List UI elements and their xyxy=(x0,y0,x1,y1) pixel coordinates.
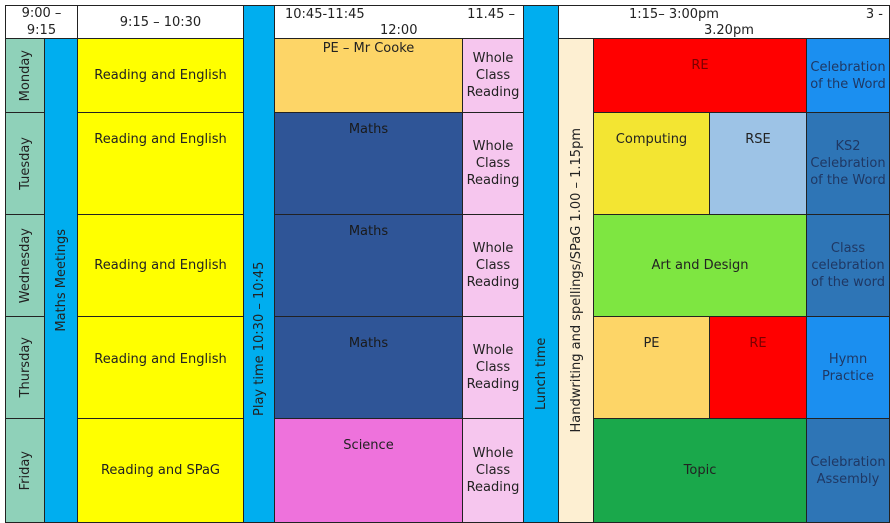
lesson-wed-reading: Reading and English xyxy=(77,214,244,317)
lesson-thu-pe: PE xyxy=(593,316,710,419)
header-3-label: 3 - xyxy=(865,7,883,22)
header-320-label: 3.20pm xyxy=(704,23,754,38)
lesson-wed-art: Art and Design xyxy=(593,214,807,317)
lesson-mon-re: RE xyxy=(593,38,807,113)
lesson-fri-science: Science xyxy=(274,418,463,523)
lesson-fri-reading: Reading and SPaG xyxy=(77,418,244,523)
lesson-mon-reading: Reading and English xyxy=(77,38,244,113)
lesson-thu-reading: Reading and English xyxy=(77,316,244,419)
lesson-thu-hymn: Hymn Practice xyxy=(806,316,890,419)
day-friday: Friday xyxy=(5,418,45,523)
lesson-tue-celebration: KS2 Celebration of the Word xyxy=(806,112,890,215)
lesson-wed-celebration: Class celebration of the word xyxy=(806,214,890,317)
lesson-fri-topic: Topic xyxy=(593,418,807,523)
header-1200-label: 12:00 xyxy=(380,23,418,38)
lesson-thu-re: RE xyxy=(709,316,807,419)
maths-meetings-band: Maths Meetings xyxy=(44,38,78,523)
header-1145-label: 11.45 – xyxy=(467,7,515,22)
header-time-afternoon: 1:15– 3:00pm 3 - 3.20pm xyxy=(558,5,890,39)
lesson-tue-reading: Reading and English xyxy=(77,112,244,215)
handwriting-band: Handwriting and spellings/SPaG 1.00 – 1.… xyxy=(558,38,594,523)
lesson-fri-assembly: Celebration Assembly xyxy=(806,418,890,523)
lesson-mon-celebration: Celebration of the Word xyxy=(806,38,890,113)
header-time-0900: 9:00 – 9:15 xyxy=(5,5,78,39)
lesson-mon-wcr: Whole Class Reading xyxy=(462,38,524,113)
lesson-thu-maths: Maths xyxy=(274,316,463,419)
lesson-fri-wcr: Whole Class Reading xyxy=(462,418,524,523)
lesson-thu-wcr: Whole Class Reading xyxy=(462,316,524,419)
lesson-tue-maths: Maths xyxy=(274,112,463,215)
lunch-time-band: Lunch time xyxy=(523,5,559,523)
lesson-tue-wcr: Whole Class Reading xyxy=(462,112,524,215)
day-tuesday: Tuesday xyxy=(5,112,45,215)
header-time-0915: 9:15 – 10:30 xyxy=(77,5,244,39)
lesson-wed-wcr: Whole Class Reading xyxy=(462,214,524,317)
lesson-wed-maths: Maths xyxy=(274,214,463,317)
lesson-tue-computing: Computing xyxy=(593,112,710,215)
play-time-band: Play time 10:30 – 10:45 xyxy=(243,5,275,523)
header-1045-label: 10:45-11:45 xyxy=(285,7,365,22)
day-thursday: Thursday xyxy=(5,316,45,419)
header-115-label: 1:15– 3:00pm xyxy=(629,7,719,22)
day-wednesday: Wednesday xyxy=(5,214,45,317)
day-monday: Monday xyxy=(5,38,45,113)
lesson-mon-pe: PE – Mr Cooke xyxy=(274,38,463,113)
header-time-1045: 10:45-11:45 11.45 – 12:00 xyxy=(274,5,524,39)
lesson-tue-rse: RSE xyxy=(709,112,807,215)
